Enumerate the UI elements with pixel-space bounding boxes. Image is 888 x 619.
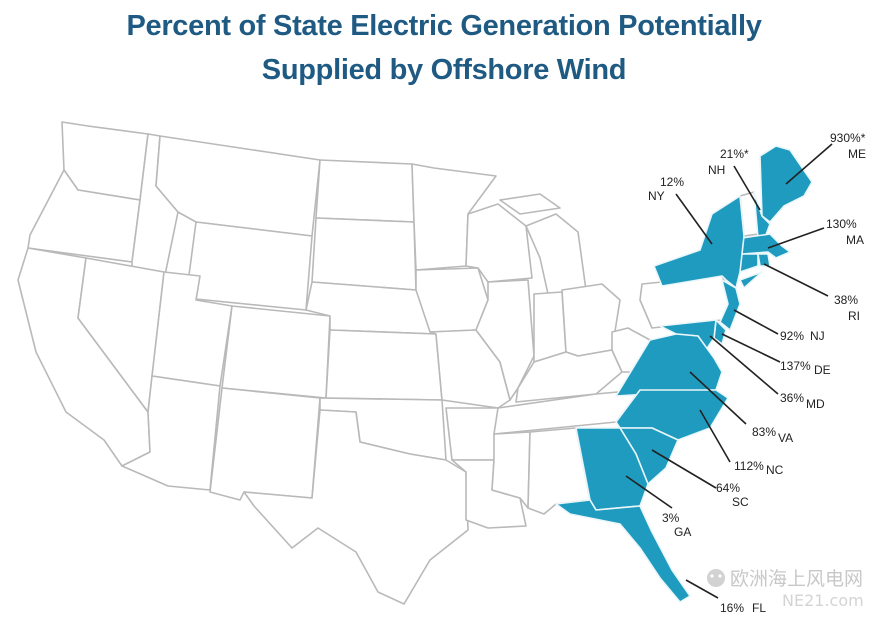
state-sd <box>311 217 417 291</box>
abbr-ga: GA <box>674 525 691 539</box>
title-line-2: Supplied by Offshore Wind <box>261 54 627 86</box>
state-wy <box>185 221 313 311</box>
state-pa <box>639 275 735 329</box>
state-nm <box>209 387 321 501</box>
watermark: 欧洲海上风电网 NE21.com <box>707 568 864 610</box>
watermark-text: 欧洲海上风电网 <box>730 568 863 590</box>
state-in <box>533 291 567 363</box>
leader-nc <box>699 409 731 463</box>
abbr-va: VA <box>778 431 793 445</box>
non-coastal-states <box>17 121 759 605</box>
abbr-md: MD <box>806 397 825 411</box>
state-ks <box>325 329 443 401</box>
state-nh <box>753 191 771 241</box>
value-sc: 64% <box>716 481 740 495</box>
title-line-1: Percent of State Electric Generation Pot… <box>126 10 762 42</box>
abbr-fl: FL <box>752 601 766 615</box>
leader-me <box>785 143 833 185</box>
leader-lines <box>625 143 833 599</box>
value-ri: 38% <box>834 293 858 307</box>
leader-sc <box>651 449 717 489</box>
offshore-wind-states <box>555 145 813 603</box>
state-az <box>121 375 221 491</box>
value-de: 137% <box>780 359 811 373</box>
leader-md <box>709 335 779 395</box>
leader-nj <box>733 309 779 335</box>
leader-ga <box>625 475 673 509</box>
value-nh: 21%* <box>720 147 749 161</box>
leader-ma <box>767 227 825 249</box>
leader-fl <box>685 579 719 599</box>
watermark-chat-icon-eye <box>710 574 714 578</box>
state-ri <box>757 253 771 267</box>
leader-va <box>689 371 747 425</box>
state-nd <box>315 159 415 223</box>
leader-nh <box>733 165 761 211</box>
leader-ny <box>675 193 713 245</box>
state-mt <box>155 135 321 237</box>
state-labels: 930%* ME 21%* NH 12% NY 130% MA 38% RI 9… <box>648 131 866 615</box>
state-tx <box>243 409 469 605</box>
abbr-ma: MA <box>846 233 864 247</box>
abbr-nj: NJ <box>810 329 825 343</box>
value-md: 36% <box>780 391 804 405</box>
state-il <box>475 279 535 401</box>
abbr-nh: NH <box>708 163 725 177</box>
state-va <box>615 333 723 397</box>
value-fl: 16% <box>720 601 744 615</box>
abbr-de: DE <box>814 363 831 377</box>
state-nj <box>719 279 741 331</box>
value-nc: 112% <box>734 459 764 473</box>
watermark-url: NE21.com <box>782 591 864 610</box>
value-ga: 3% <box>662 511 680 525</box>
value-ny: 12% <box>660 175 684 189</box>
abbr-ny: NY <box>648 189 665 203</box>
value-va: 83% <box>752 425 776 439</box>
value-ma: 130% <box>826 217 857 231</box>
abbr-sc: SC <box>732 495 749 509</box>
leader-de <box>721 333 781 363</box>
state-ar <box>445 407 499 461</box>
watermark-chat-icon-eye-2 <box>718 574 722 578</box>
state-ny <box>653 195 763 289</box>
state-wi <box>465 203 533 283</box>
value-nj: 92% <box>780 329 804 343</box>
abbr-ri: RI <box>848 309 860 323</box>
state-fl <box>555 499 691 603</box>
map-title: Percent of State Electric Generation Pot… <box>0 4 888 92</box>
abbr-me: ME <box>848 147 866 161</box>
leader-ri <box>763 263 829 297</box>
abbr-nc: NC <box>766 463 784 477</box>
state-co <box>221 305 331 399</box>
watermark-chat-icon <box>707 569 725 587</box>
state-ia <box>415 267 489 333</box>
value-me: 930%* <box>830 131 866 145</box>
